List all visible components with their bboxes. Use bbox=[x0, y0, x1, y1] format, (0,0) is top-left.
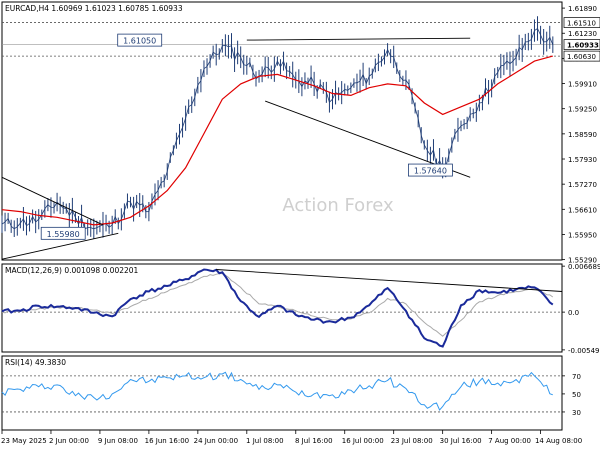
price-label-text: 1.60630 bbox=[567, 53, 596, 61]
price-label-box bbox=[563, 17, 600, 28]
price-tick-label: 1.61890 bbox=[568, 5, 597, 13]
trendline bbox=[1, 232, 119, 260]
rsi-panel-title: RSI(14) 49.3830 bbox=[5, 358, 66, 367]
price-tick-label: 1.61230 bbox=[568, 30, 597, 38]
annotation-label: 1.55980 bbox=[47, 230, 80, 239]
price-panel-title: EURCAD,H4 1.60969 1.61023 1.60785 1.6093… bbox=[5, 4, 183, 13]
price-tick-label: 1.59910 bbox=[568, 81, 597, 89]
annotation-label: 1.61050 bbox=[123, 37, 156, 46]
x-tick-label: 23 Jul 08:00 bbox=[391, 437, 433, 445]
price-annotation: 1.61050 bbox=[117, 33, 163, 47]
price-tick-label: 1.56610 bbox=[568, 206, 597, 214]
annotation-label: 1.57640 bbox=[414, 167, 447, 176]
moving-average-line bbox=[1, 55, 553, 226]
price-annotation: 1.55980 bbox=[40, 226, 86, 240]
price-annotation: 1.57640 bbox=[408, 163, 453, 177]
macd-line bbox=[1, 268, 554, 348]
rsi-line bbox=[1, 371, 553, 411]
price-tick-label: 1.57930 bbox=[568, 156, 597, 164]
trendline bbox=[246, 37, 471, 41]
price-tick-label: 1.55290 bbox=[568, 257, 597, 265]
price-tick-label: 1.57270 bbox=[568, 181, 597, 189]
x-tick-label: 23 May 2025 bbox=[1, 437, 47, 445]
x-tick-label: 24 Jun 00:00 bbox=[194, 437, 238, 445]
x-tick-label: 9 Jun 08:00 bbox=[98, 437, 138, 445]
price-tick-label: 1.59250 bbox=[568, 106, 597, 114]
x-tick-label: 7 Aug 00:00 bbox=[488, 437, 531, 445]
price-tick-label: 1.55950 bbox=[568, 231, 597, 239]
panel-frame bbox=[1, 355, 563, 431]
macd-tick-label: -0.005492 bbox=[568, 347, 600, 355]
annotation-box bbox=[40, 226, 86, 240]
rsi-tick-label: 50 bbox=[572, 391, 581, 399]
watermark-text: Action Forex bbox=[282, 195, 394, 216]
x-tick-label: 30 Jul 16:00 bbox=[440, 437, 482, 445]
panel-frame bbox=[1, 1, 563, 261]
price-tick-label: 1.58590 bbox=[568, 131, 597, 139]
macd-trendline bbox=[216, 269, 563, 292]
x-tick-label: 8 Jul 16:00 bbox=[295, 437, 333, 445]
annotation-box bbox=[408, 163, 453, 177]
x-tick-label: 16 Jun 16:00 bbox=[145, 437, 189, 445]
trendline bbox=[1, 176, 104, 226]
macd-tick-label: 0.006689 bbox=[568, 263, 600, 271]
x-tick-label: 14 Aug 08:00 bbox=[535, 437, 582, 445]
macd-panel-title: MACD(12,26,9) 0.001098 0.002201 bbox=[5, 266, 139, 275]
price-label-box bbox=[563, 50, 600, 62]
price-line bbox=[1, 27, 554, 230]
rsi-tick-label: 70 bbox=[572, 373, 581, 381]
annotation-box bbox=[117, 33, 163, 47]
rsi-tick-label: 30 bbox=[572, 409, 581, 417]
price-label-box bbox=[563, 39, 600, 50]
price-label-text: 1.60933 bbox=[567, 42, 599, 50]
x-tick-label: 1 Jul 08:00 bbox=[246, 437, 284, 445]
x-tick-label: 2 Jun 00:00 bbox=[49, 437, 89, 445]
macd-tick-label: 0.0 bbox=[568, 309, 579, 317]
x-tick-label: 16 Jul 00:00 bbox=[342, 437, 384, 445]
price-label-text: 1.61510 bbox=[567, 20, 596, 28]
